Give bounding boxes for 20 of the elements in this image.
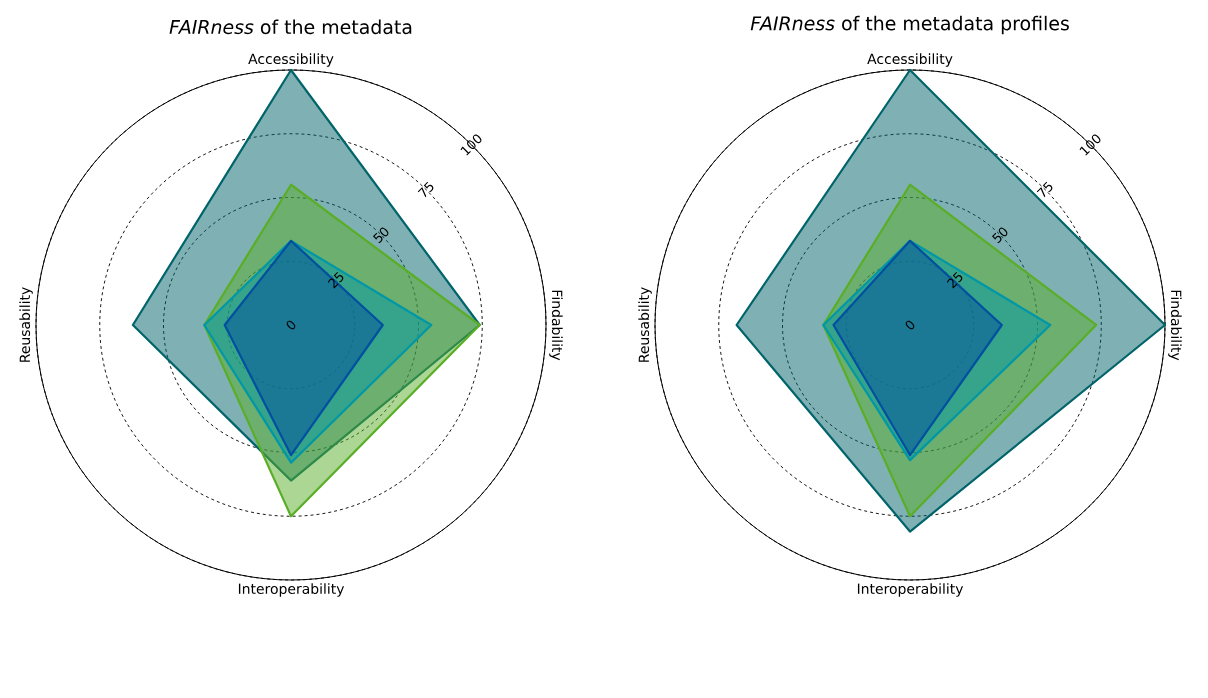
y-tick-label: 100: [460, 134, 482, 156]
y-tick-label: 50: [372, 227, 389, 244]
y-tick-label: 0: [905, 320, 915, 330]
y-tick-label: 25: [946, 272, 963, 289]
spoke-label: Accessibility: [248, 53, 334, 67]
y-tick-label: 75: [1036, 181, 1053, 198]
y-tick-label: 25: [327, 272, 344, 289]
chart-title: FAIRness of the metadata: [169, 19, 412, 35]
spoke-label: Findability: [1168, 290, 1182, 361]
spoke-label: Reusability: [638, 287, 652, 362]
chart-title: FAIRness of the metadata profiles: [750, 15, 1069, 35]
y-tick-label: 50: [991, 227, 1008, 244]
y-tick-label: 100: [1079, 134, 1101, 156]
spoke-label: Interoperability: [238, 583, 345, 597]
spoke-label: Reusability: [19, 287, 33, 362]
spoke-label: Findability: [549, 290, 563, 361]
spoke-label: Accessibility: [867, 53, 953, 67]
spoke-label: Interoperability: [857, 583, 964, 597]
y-tick-label: 75: [417, 181, 434, 198]
y-tick-label: 0: [286, 320, 296, 330]
